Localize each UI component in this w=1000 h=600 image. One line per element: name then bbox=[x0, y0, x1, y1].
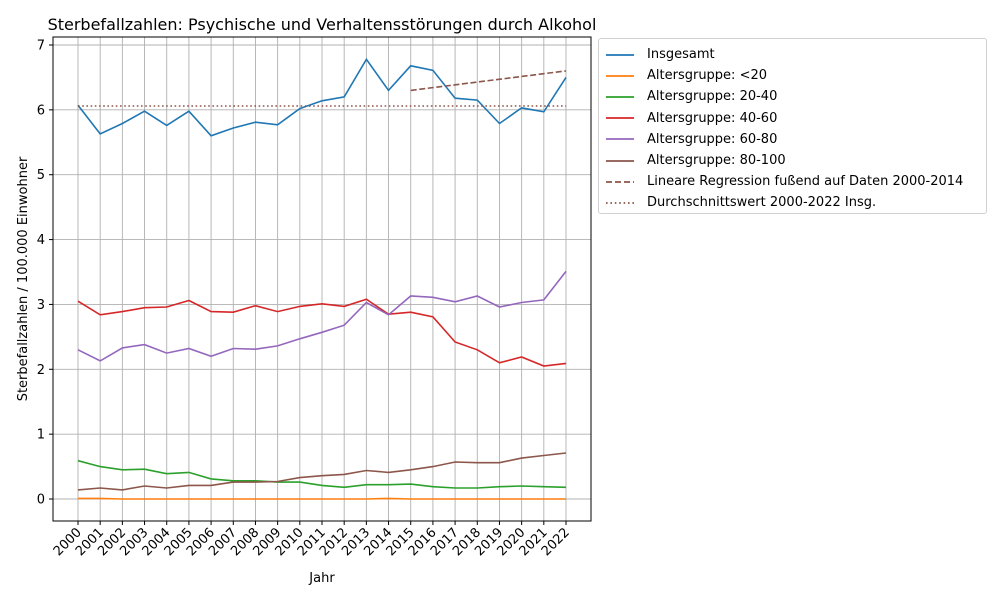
y-tick-label: 3 bbox=[37, 298, 45, 313]
legend-swatch-icon bbox=[606, 74, 634, 77]
x-axis: 2000200120022003200420052006200720082009… bbox=[51, 521, 573, 559]
series-line bbox=[78, 497, 566, 500]
series-line bbox=[77, 270, 567, 362]
legend-swatch-icon bbox=[606, 202, 634, 204]
legend-item: Altersgruppe: 40-60 bbox=[605, 108, 986, 129]
x-axis-label: Jahr bbox=[308, 571, 335, 586]
legend-item: Altersgruppe: <20 bbox=[605, 65, 986, 86]
legend-label: Insgesamt bbox=[647, 47, 715, 63]
legend-swatch-icon bbox=[606, 96, 634, 98]
legend-label: Altersgruppe: <20 bbox=[647, 68, 768, 84]
legend-label: Altersgruppe: 60-80 bbox=[647, 131, 778, 147]
y-tick-label: 6 bbox=[37, 103, 45, 118]
legend-item: Lineare Regression fußend auf Daten 2000… bbox=[605, 171, 986, 192]
chart-title: Sterbefallzahlen: Psychische und Verhalt… bbox=[48, 15, 597, 34]
legend-label: Lineare Regression fußend auf Daten 2000… bbox=[647, 174, 964, 190]
y-tick-label: 1 bbox=[37, 428, 45, 443]
legend-swatch-icon bbox=[606, 138, 634, 141]
y-tick-label: 5 bbox=[37, 168, 45, 183]
series-line bbox=[410, 70, 567, 92]
legend-label: Altersgruppe: 20-40 bbox=[647, 89, 778, 105]
legend-swatch-icon bbox=[606, 159, 634, 162]
legend-label: Durchschnittswert 2000-2022 Insg. bbox=[647, 195, 877, 211]
series-line bbox=[77, 459, 567, 489]
legend-item: Insgesamt bbox=[605, 44, 986, 65]
legend-label: Altersgruppe: 40-60 bbox=[647, 110, 778, 126]
legend-label: Altersgruppe: 80-100 bbox=[647, 153, 786, 169]
legend-item: Altersgruppe: 80-100 bbox=[605, 150, 986, 171]
y-tick-label: 0 bbox=[37, 493, 45, 508]
series-line bbox=[77, 298, 567, 367]
series-line bbox=[77, 452, 567, 491]
y-tick-label: 2 bbox=[37, 363, 45, 378]
y-tick-label: 7 bbox=[37, 39, 45, 54]
legend-swatch-icon bbox=[606, 117, 634, 120]
legend-swatch-icon bbox=[606, 180, 634, 183]
legend-item: Altersgruppe: 20-40 bbox=[605, 86, 986, 107]
legend-swatch-icon bbox=[606, 53, 634, 56]
legend-item: Altersgruppe: 60-80 bbox=[605, 129, 986, 150]
legend: Insgesamt Altersgruppe: <20 Altersgruppe: … bbox=[598, 38, 987, 214]
y-axis: 0 1 2 3 4 5 6 7 bbox=[37, 39, 53, 508]
legend-item: Durchschnittswert 2000-2022 Insg. bbox=[605, 192, 986, 213]
grid-lines bbox=[53, 37, 591, 521]
y-tick-label: 4 bbox=[37, 233, 45, 248]
series-line bbox=[77, 57, 567, 137]
series-lines bbox=[77, 57, 567, 500]
y-axis-label: Sterbefallzahlen / 100.000 Einwohner bbox=[16, 156, 31, 401]
